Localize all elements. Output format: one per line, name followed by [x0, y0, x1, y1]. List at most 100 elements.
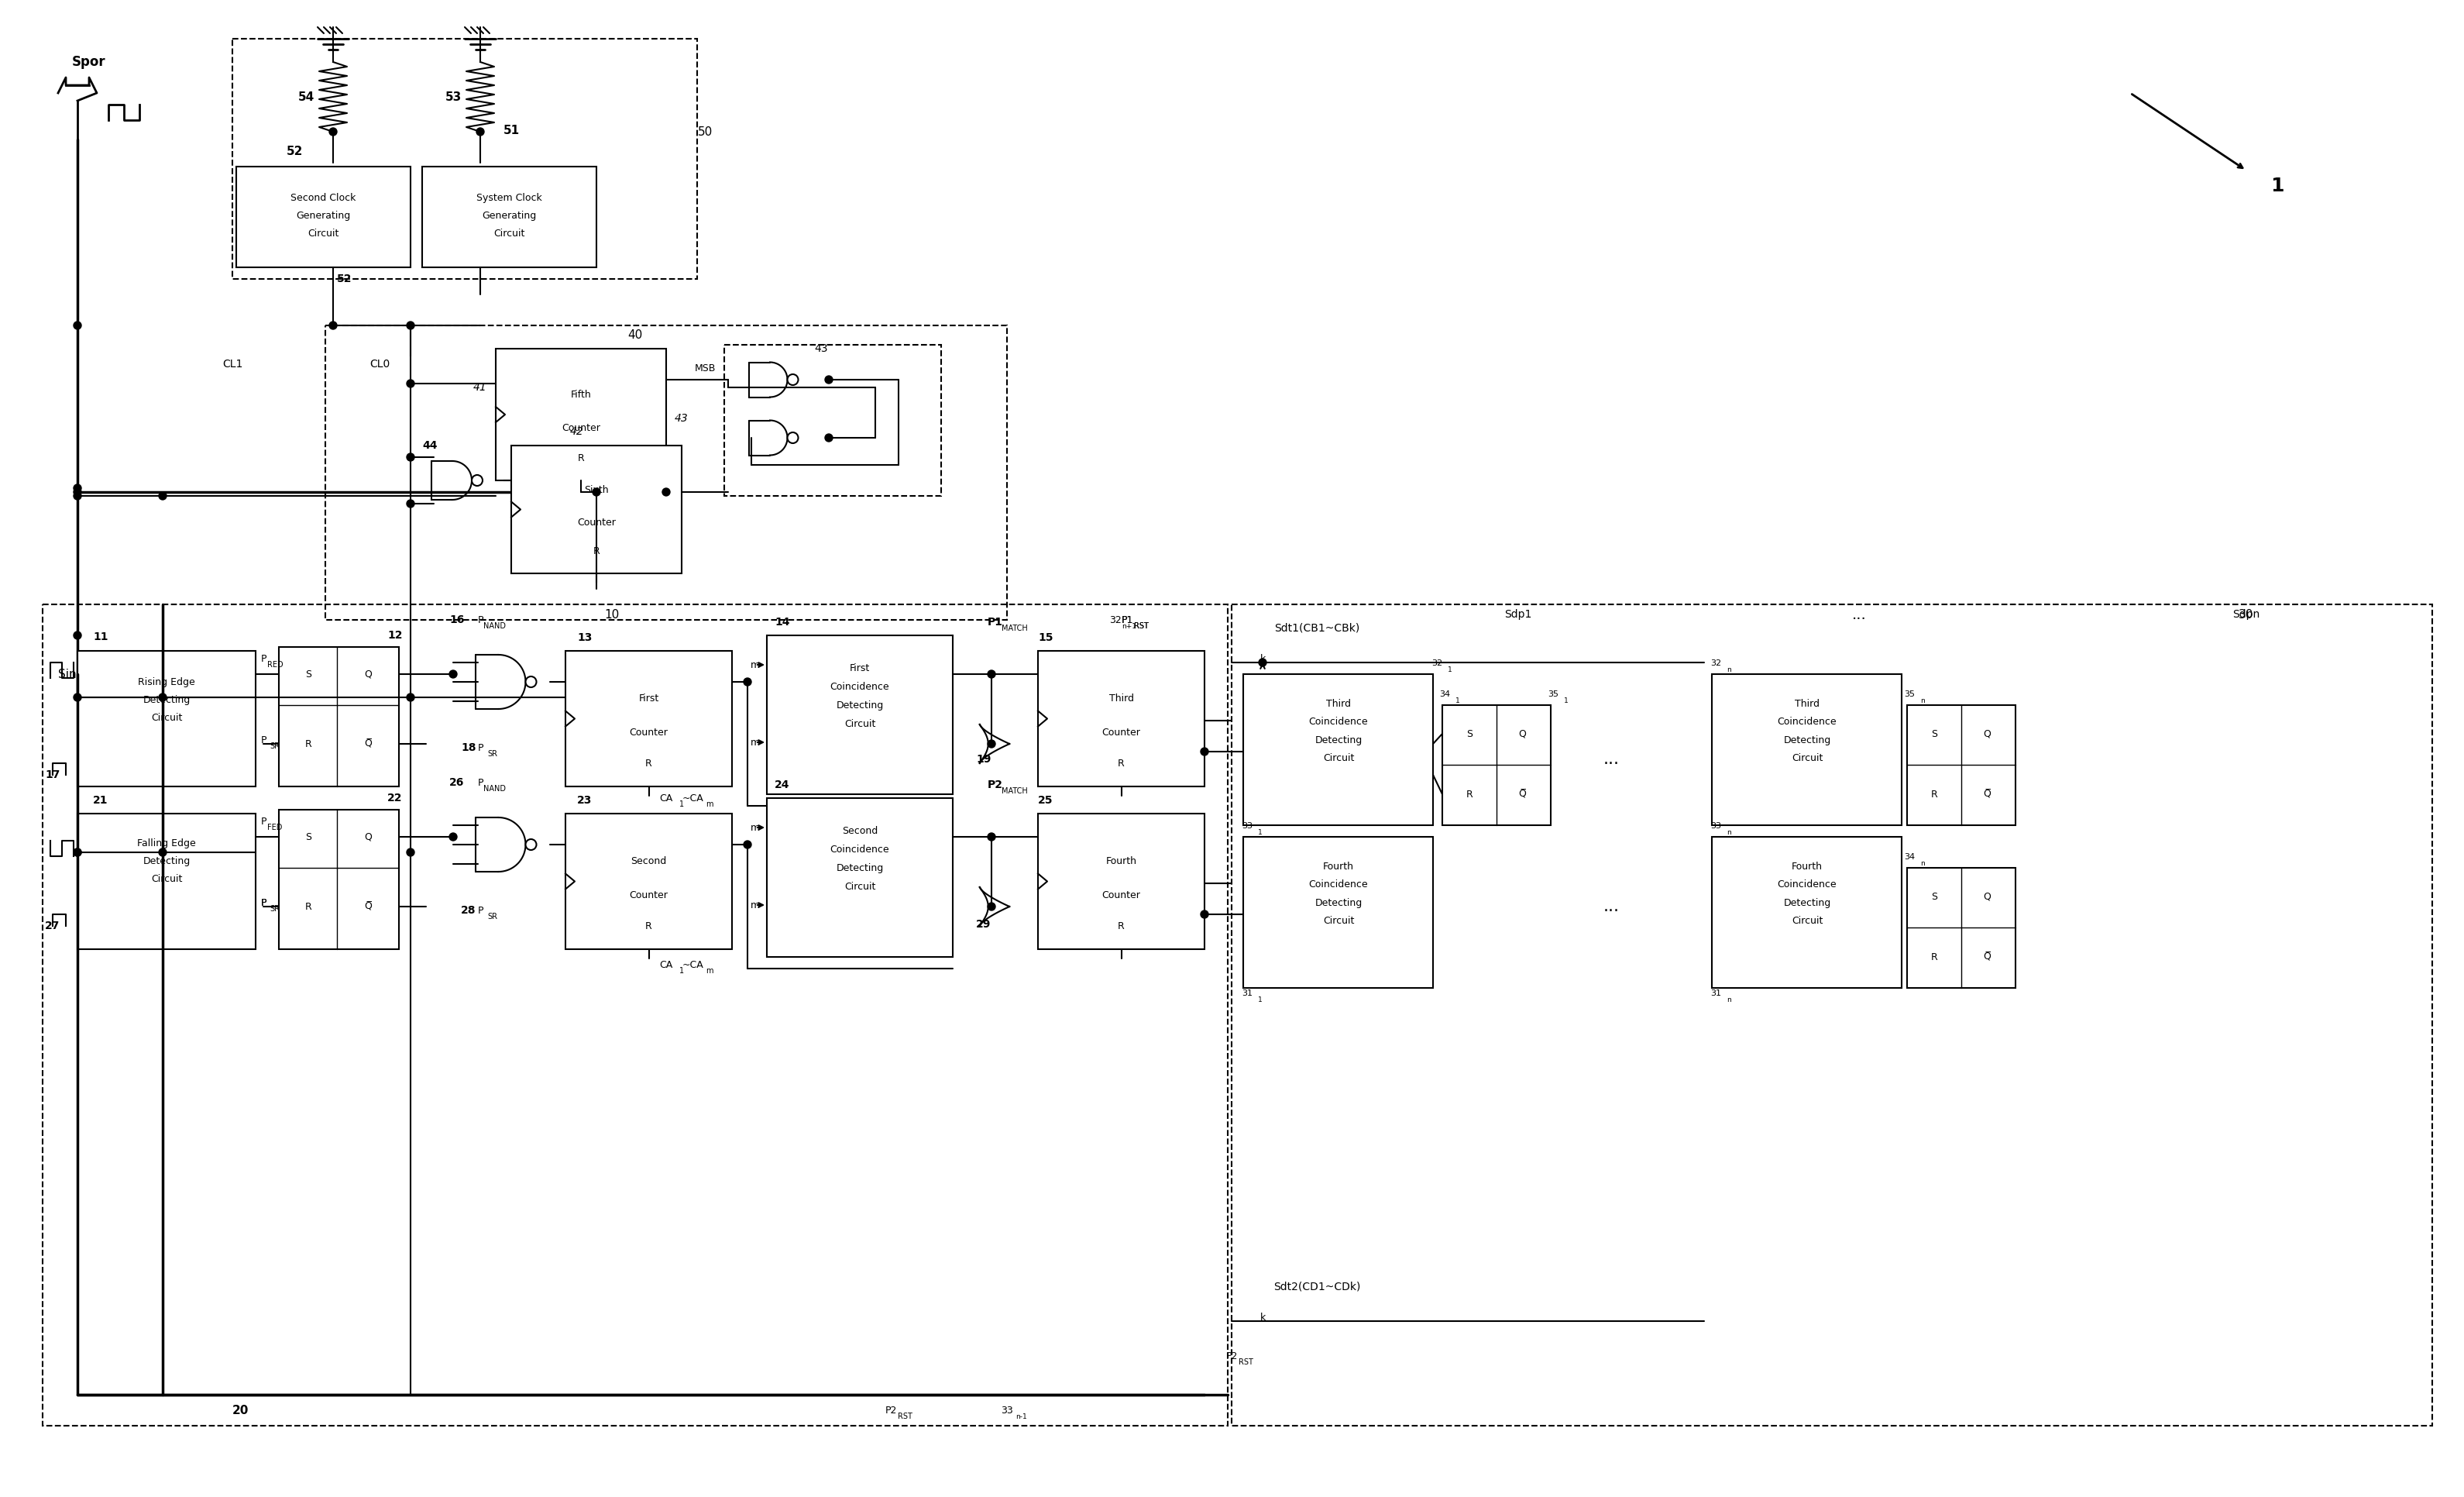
Bar	[1712, 674, 1902, 825]
Text: NAND: NAND	[483, 784, 505, 793]
Bar	[1244, 837, 1434, 988]
Circle shape	[158, 849, 168, 856]
Text: m: m	[752, 822, 759, 832]
Text: Q̅: Q̅	[365, 901, 372, 912]
Bar	[278, 647, 399, 786]
Text: Q: Q	[365, 669, 372, 680]
Text: Generating: Generating	[480, 211, 537, 220]
Text: n: n	[1727, 996, 1732, 1003]
Text: n: n	[1727, 829, 1732, 835]
Text: n-1: n-1	[1015, 1413, 1027, 1419]
Text: Detecting: Detecting	[143, 695, 190, 705]
Circle shape	[407, 454, 414, 461]
Text: 14: 14	[774, 617, 791, 627]
Text: m: m	[705, 967, 712, 975]
Circle shape	[825, 376, 833, 383]
Bar	[232, 39, 697, 278]
Text: P1: P1	[1121, 615, 1133, 624]
Text: R: R	[1932, 789, 1937, 799]
Text: CA: CA	[660, 793, 673, 802]
Text: Third: Third	[1326, 699, 1350, 708]
Text: R: R	[306, 901, 310, 912]
Text: 44: 44	[421, 440, 439, 451]
Text: 1: 1	[680, 801, 685, 808]
Text: SR: SR	[488, 913, 498, 921]
Circle shape	[448, 832, 456, 841]
Text: P: P	[478, 615, 483, 624]
Text: 51: 51	[503, 124, 520, 136]
Text: 11: 11	[94, 632, 108, 642]
Circle shape	[988, 740, 995, 747]
Text: Fourth: Fourth	[1106, 856, 1136, 867]
Circle shape	[988, 832, 995, 841]
Text: 31: 31	[1242, 990, 1252, 997]
Bar	[76, 813, 256, 949]
Text: 33: 33	[1710, 822, 1722, 829]
Text: ~CA: ~CA	[683, 960, 705, 970]
Text: Third: Third	[1794, 699, 1818, 708]
Circle shape	[74, 484, 81, 493]
Text: Falling Edge: Falling Edge	[138, 838, 195, 849]
Text: 32: 32	[1432, 659, 1441, 668]
Text: Second: Second	[843, 826, 877, 835]
Bar	[724, 344, 941, 496]
Circle shape	[158, 493, 168, 500]
Text: Detecting: Detecting	[835, 701, 885, 710]
Text: First: First	[850, 663, 870, 674]
Text: n+1: n+1	[1121, 623, 1136, 630]
Circle shape	[407, 380, 414, 388]
Text: CL0: CL0	[370, 359, 389, 370]
Text: Circuit: Circuit	[308, 228, 338, 238]
Circle shape	[407, 693, 414, 701]
Text: Third: Third	[1109, 693, 1133, 704]
Text: 52: 52	[286, 145, 303, 157]
Text: SR: SR	[271, 906, 281, 913]
Text: S: S	[306, 832, 310, 841]
Text: Second Clock: Second Clock	[291, 193, 355, 202]
Text: Counter: Counter	[628, 889, 668, 900]
Circle shape	[330, 127, 338, 136]
Text: Sdpn: Sdpn	[2232, 609, 2259, 620]
Circle shape	[988, 903, 995, 910]
Text: k: k	[1259, 1313, 1266, 1322]
Text: P1: P1	[1121, 615, 1133, 624]
Text: 10: 10	[604, 609, 618, 620]
Text: 1: 1	[1456, 698, 1461, 704]
Text: Counter: Counter	[577, 516, 616, 527]
Text: 12: 12	[387, 630, 402, 641]
Bar	[237, 166, 411, 268]
Circle shape	[788, 374, 798, 385]
Text: 53: 53	[446, 91, 461, 103]
Circle shape	[825, 434, 833, 442]
Text: MATCH: MATCH	[1003, 787, 1027, 795]
Bar	[564, 813, 732, 949]
Text: Counter: Counter	[562, 422, 601, 433]
Circle shape	[744, 841, 752, 849]
Text: Q̅: Q̅	[365, 740, 372, 748]
Bar	[564, 651, 732, 786]
Text: Q: Q	[1984, 891, 1991, 901]
Bar	[1907, 868, 2016, 988]
Text: R: R	[1119, 759, 1124, 768]
Text: 50: 50	[697, 126, 712, 138]
Bar	[76, 651, 256, 786]
Text: Q: Q	[365, 832, 372, 841]
Text: P2: P2	[988, 780, 1003, 790]
Circle shape	[407, 500, 414, 507]
Circle shape	[988, 671, 995, 678]
Circle shape	[74, 322, 81, 329]
Circle shape	[663, 488, 670, 496]
Text: Circuit: Circuit	[150, 713, 182, 723]
Text: Sdp1: Sdp1	[1506, 609, 1533, 620]
Text: Second: Second	[631, 856, 668, 867]
Text: 41: 41	[473, 382, 488, 392]
Text: ...: ...	[1853, 608, 1865, 621]
Circle shape	[330, 322, 338, 329]
Text: Sin: Sin	[59, 668, 76, 680]
Circle shape	[74, 693, 81, 701]
Text: Counter: Counter	[1101, 889, 1141, 900]
Text: 43: 43	[813, 343, 828, 355]
Text: Coincidence: Coincidence	[1777, 879, 1836, 889]
Text: R: R	[646, 921, 653, 931]
Text: Q̅: Q̅	[1518, 789, 1525, 799]
